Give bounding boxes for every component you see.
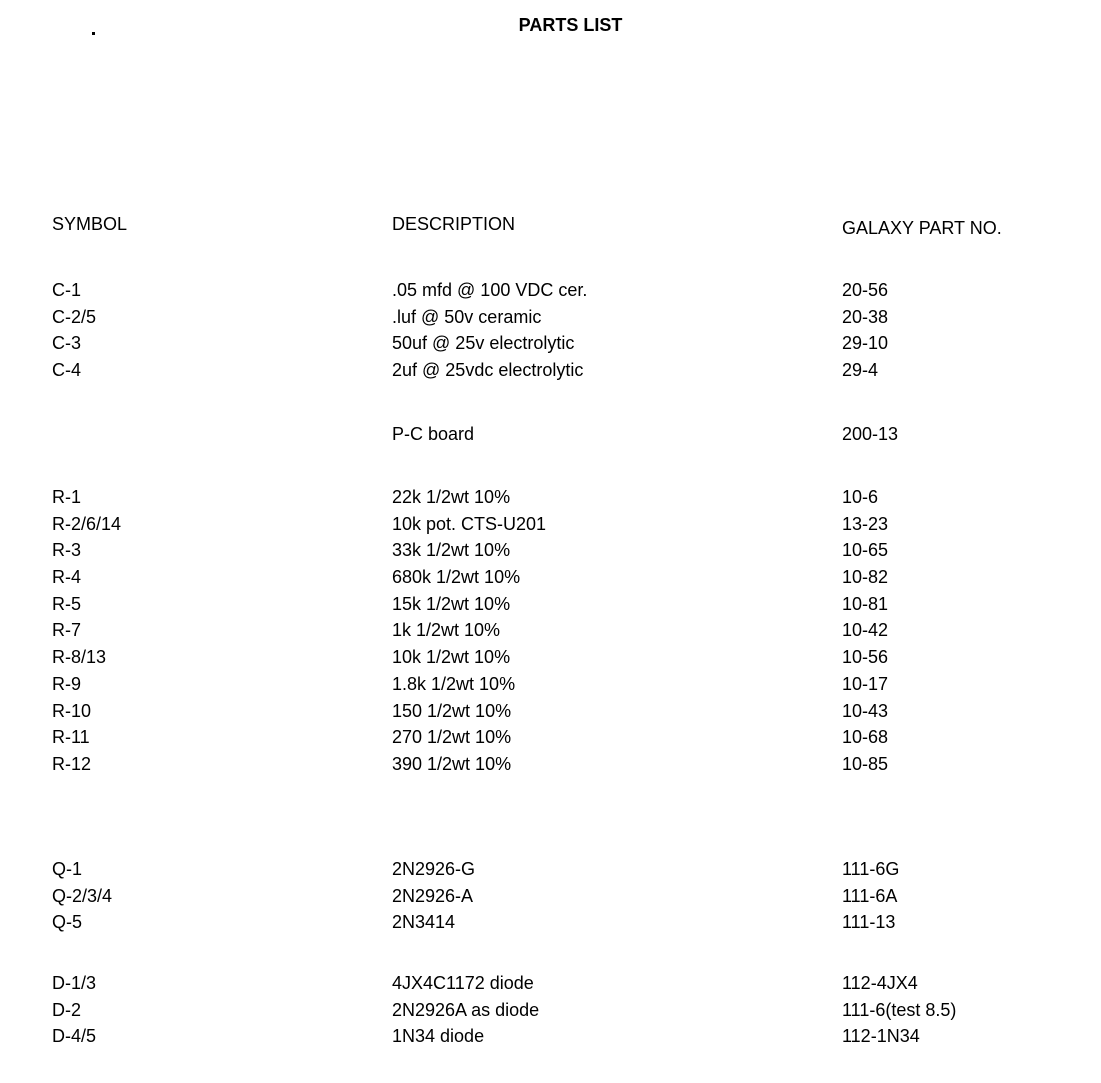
table-row: C-3 50uf @ 25v electrolytic 29-10 xyxy=(0,333,1101,360)
symbol-cell: R-5 xyxy=(52,593,82,614)
description-cell: 1.8k 1/2wt 10% xyxy=(392,673,516,694)
part-no-cell: 111-6(test 8.5) xyxy=(842,999,957,1020)
symbol-cell: C-4 xyxy=(52,360,82,381)
table-row: Q-1 2N2926-G 111-6G xyxy=(0,859,1101,886)
page-title: PARTS LIST xyxy=(518,15,623,35)
part-no-cell: 20-56 xyxy=(842,280,889,300)
description-cell: 1k 1/2wt 10% xyxy=(392,620,501,641)
symbol-cell: R-4 xyxy=(52,567,82,588)
description-cell: 15k 1/2wt 10% xyxy=(392,593,511,614)
table-row: R-3 33k 1/2wt 10% 10-65 xyxy=(0,540,1101,567)
part-no-cell: 10-42 xyxy=(842,620,889,641)
part-no-cell: 29-10 xyxy=(842,333,889,354)
symbol-cell: C-2/5 xyxy=(52,306,97,327)
part-no-cell: 10-56 xyxy=(842,647,889,668)
description-cell: 33k 1/2wt 10% xyxy=(392,540,511,561)
description-cell: 10k pot. CTS-U201 xyxy=(392,513,547,534)
symbol-cell: Q-5 xyxy=(52,912,83,933)
symbol-cell: R-2/6/14 xyxy=(52,513,122,534)
symbol-cell: R-12 xyxy=(52,753,92,774)
table-row: Q-5 2N3414 111-13 xyxy=(0,912,1101,939)
symbol-cell: R-11 xyxy=(52,727,90,748)
description-cell: 270 1/2wt 10% xyxy=(392,727,512,748)
table-row: R-10 150 1/2wt 10% 10-43 xyxy=(0,701,1101,728)
symbol-cell: C-3 xyxy=(52,333,82,354)
part-no-cell: 111-6A xyxy=(842,885,898,906)
symbol-cell: R-10 xyxy=(52,700,92,721)
parts-group: C-1 .05 mfd @ 100 VDC cer. 20-56 C-2/5 .luf … xyxy=(0,280,1101,387)
table-row: R-2/6/14 10k pot. CTS-U201 13-23 xyxy=(0,514,1101,541)
symbol-cell: R-3 xyxy=(52,540,82,561)
table-row: R-12 390 1/2wt 10% 10-85 xyxy=(0,754,1101,781)
part-no-cell: 10-81 xyxy=(842,593,889,614)
symbol-cell: Q-1 xyxy=(52,859,83,879)
part-no-cell: 200-13 xyxy=(842,424,899,444)
description-cell: 2N2926-G xyxy=(392,859,476,879)
table-row: C-4 2uf @ 25vdc electrolytic 29-4 xyxy=(0,360,1101,387)
part-no-cell: 10-17 xyxy=(842,673,889,694)
table-row: R-9 1.8k 1/2wt 10% 10-17 xyxy=(0,674,1101,701)
part-no-cell: 10-85 xyxy=(842,753,889,774)
description-cell: P-C board xyxy=(392,424,475,444)
table-row: R-11 270 1/2wt 10% 10-68 xyxy=(0,727,1101,754)
table-row: R-4 680k 1/2wt 10% 10-82 xyxy=(0,567,1101,594)
table-row: Q-2/3/4 2N2926-A 111-6A xyxy=(0,886,1101,913)
description-cell: 4JX4C1172 diode xyxy=(392,973,534,993)
parts-group: D-1/3 4JX4C1172 diode 112-4JX4 D-2 2N2926A a… xyxy=(0,973,1101,1053)
table-row: D-4/5 1N34 diode 112-1N34 xyxy=(0,1026,1101,1053)
table-row: R-5 15k 1/2wt 10% 10-81 xyxy=(0,594,1101,621)
description-cell: .05 mfd @ 100 VDC cer. xyxy=(392,280,588,300)
symbol-cell: C-1 xyxy=(52,280,82,300)
description-cell: 2N2926-A xyxy=(392,885,474,906)
header-description: DESCRIPTION xyxy=(392,214,516,234)
part-no-cell: 111-6G xyxy=(842,859,900,879)
table-row: R-8/13 10k 1/2wt 10% 10-56 xyxy=(0,647,1101,674)
part-no-cell: 112-1N34 xyxy=(842,1026,920,1047)
description-cell: 680k 1/2wt 10% xyxy=(392,567,521,588)
part-no-cell: 10-68 xyxy=(842,727,889,748)
table-row: C-1 .05 mfd @ 100 VDC cer. 20-56 xyxy=(0,280,1101,307)
symbol-cell: D-4/5 xyxy=(52,1026,97,1047)
table-row: P-C board 200-13 xyxy=(0,424,1101,451)
description-cell: 2N3414 xyxy=(392,912,456,933)
part-no-cell: 111-13 xyxy=(842,912,896,933)
parts-group: P-C board 200-13 xyxy=(0,424,1101,451)
description-cell: 1N34 diode xyxy=(392,1026,485,1047)
part-no-cell: 13-23 xyxy=(842,513,889,534)
table-row: R-7 1k 1/2wt 10% 10-42 xyxy=(0,620,1101,647)
part-no-cell: 29-4 xyxy=(842,360,879,381)
symbol-cell: R-9 xyxy=(52,673,82,694)
part-no-cell: 112-4JX4 xyxy=(842,973,918,993)
description-cell: .luf @ 50v ceramic xyxy=(392,306,542,327)
table-row: C-2/5 .luf @ 50v ceramic 20-38 xyxy=(0,307,1101,334)
scan-speck xyxy=(92,32,95,35)
description-cell: 2uf @ 25vdc electrolytic xyxy=(392,360,584,381)
symbol-cell: R-7 xyxy=(52,620,82,641)
parts-group: Q-1 2N2926-G 111-6G Q-2/3/4 2N2926-A 111-6A Q-… xyxy=(0,859,1101,939)
symbol-cell: Q-2/3/4 xyxy=(52,885,113,906)
symbol-cell: D-2 xyxy=(52,999,82,1020)
description-cell: 10k 1/2wt 10% xyxy=(392,647,511,668)
parts-group: R-1 22k 1/2wt 10% 10-6 R-2/6/14 10k pot. CTS… xyxy=(0,487,1101,781)
part-no-cell: 10-82 xyxy=(842,567,889,588)
description-cell: 390 1/2wt 10% xyxy=(392,753,512,774)
description-cell: 2N2926A as diode xyxy=(392,999,540,1020)
description-cell: 22k 1/2wt 10% xyxy=(392,487,511,507)
part-no-cell: 20-38 xyxy=(842,306,889,327)
part-no-cell: 10-6 xyxy=(842,487,879,507)
symbol-cell: D-1/3 xyxy=(52,973,97,993)
part-no-cell: 10-65 xyxy=(842,540,889,561)
symbol-cell: R-1 xyxy=(52,487,82,507)
description-cell: 150 1/2wt 10% xyxy=(392,700,512,721)
table-row: D-1/3 4JX4C1172 diode 112-4JX4 xyxy=(0,973,1101,1000)
table-row: R-1 22k 1/2wt 10% 10-6 xyxy=(0,487,1101,514)
symbol-cell: R-8/13 xyxy=(52,647,107,668)
part-no-cell: 10-43 xyxy=(842,700,889,721)
header-symbol: SYMBOL xyxy=(52,214,128,234)
description-cell: 50uf @ 25v electrolytic xyxy=(392,333,575,354)
header-part-no: GALAXY PART NO. xyxy=(842,218,1002,238)
table-row: D-2 2N2926A as diode 111-6(test 8.5) xyxy=(0,1000,1101,1027)
